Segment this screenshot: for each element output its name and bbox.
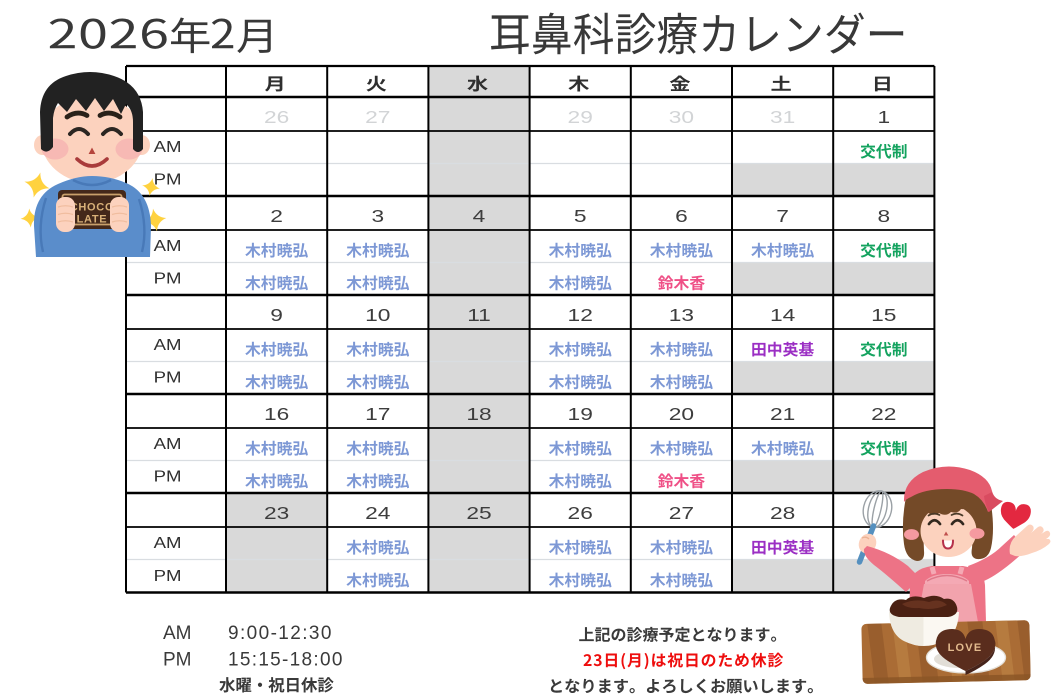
svg-text:21: 21 [770,405,795,424]
svg-text:AM: AM [154,139,182,156]
svg-text:PM: PM [163,650,192,671]
svg-text:29: 29 [568,108,593,127]
svg-text:15:15-18:00: 15:15-18:00 [228,650,344,671]
svg-text:30: 30 [669,108,694,127]
svg-text:24: 24 [365,504,390,523]
svg-text:2: 2 [270,207,283,226]
svg-text:14: 14 [770,306,795,325]
svg-text:7: 7 [776,207,789,226]
svg-text:20: 20 [669,405,694,424]
svg-text:13: 13 [669,306,694,325]
svg-text:5: 5 [574,207,587,226]
svg-text:28: 28 [770,504,795,523]
svg-text:AM: AM [154,534,182,551]
svg-text:AM: AM [154,436,182,453]
svg-text:PM: PM [154,369,182,386]
svg-text:15: 15 [871,306,896,325]
svg-text:11: 11 [467,306,491,325]
svg-text:26: 26 [568,504,593,523]
svg-text:25: 25 [466,504,491,523]
svg-text:AM: AM [154,238,182,255]
svg-text:17: 17 [365,405,390,424]
svg-text:12: 12 [568,306,593,325]
svg-text:PM: PM [154,270,182,287]
svg-text:AM: AM [163,623,192,644]
svg-text:PM: PM [154,171,182,188]
svg-text:9:00-12:30: 9:00-12:30 [228,623,333,644]
svg-text:22: 22 [871,405,896,424]
svg-text:27: 27 [365,108,390,127]
svg-text:4: 4 [473,207,486,226]
svg-text:31: 31 [770,108,795,127]
svg-text:27: 27 [669,504,694,523]
svg-text:8: 8 [877,207,890,226]
svg-text:9: 9 [270,306,283,325]
svg-text:26: 26 [264,108,289,127]
svg-text:CHOCO: CHOCO [70,202,114,214]
svg-text:10: 10 [365,306,390,325]
svg-text:LATE: LATE [77,214,108,226]
svg-text:6: 6 [675,207,688,226]
svg-text:23: 23 [264,504,289,523]
svg-text:AM: AM [154,337,182,354]
svg-text:PM: PM [154,468,182,485]
svg-text:19: 19 [568,405,593,424]
svg-text:18: 18 [466,405,491,424]
svg-text:1: 1 [877,108,890,127]
svg-text:PM: PM [154,567,182,584]
svg-text:LOVE: LOVE [948,642,983,654]
svg-text:16: 16 [264,405,289,424]
svg-text:3: 3 [371,207,384,226]
